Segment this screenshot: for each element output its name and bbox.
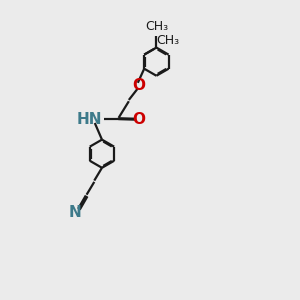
Text: O: O [133,112,146,127]
Text: N: N [69,205,82,220]
Text: O: O [133,78,146,93]
Text: HN: HN [76,112,102,127]
Text: CH₃: CH₃ [157,34,180,47]
Text: CH₃: CH₃ [145,20,168,33]
